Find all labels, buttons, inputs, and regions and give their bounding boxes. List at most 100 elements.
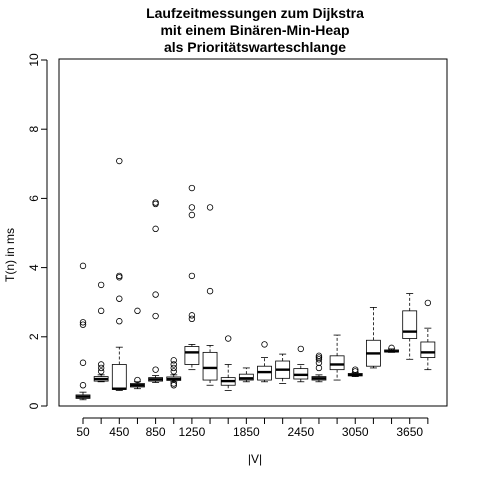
box-iqr (420, 341, 436, 358)
outlier-point (170, 382, 177, 389)
outlier-point (206, 287, 214, 295)
box-10 (257, 341, 272, 383)
outlier-point (152, 200, 159, 208)
box-iqr (402, 310, 418, 339)
outlier-point (315, 352, 323, 360)
x-tick-label: 450 (109, 425, 129, 439)
outlier-point (170, 361, 177, 368)
x-tick-label: 1850 (233, 425, 260, 439)
box-9 (238, 367, 254, 383)
outlier-point (116, 272, 123, 280)
outlier-point (152, 199, 159, 206)
box-18 (402, 293, 418, 360)
outlier-point (315, 364, 323, 372)
box-6 (184, 184, 200, 371)
y-tick-label: 10 (27, 53, 41, 67)
box-16 (365, 306, 381, 369)
y-tick-label: 6 (27, 195, 41, 202)
outlier-point (152, 366, 159, 373)
outlier-point (79, 321, 87, 328)
outlier-point (352, 368, 359, 375)
outlier-point (224, 335, 232, 342)
outlier-point (152, 312, 159, 320)
outlier-point (170, 368, 177, 375)
outlier-point (188, 211, 196, 219)
box-0 (75, 262, 91, 401)
x-tick-label: 1250 (179, 425, 206, 439)
box-15 (347, 366, 363, 377)
x-tick-label: 3050 (342, 425, 369, 439)
outlier-point (116, 274, 123, 281)
y-tick-label: 4 (27, 264, 41, 271)
y-tick-label: 8 (27, 126, 41, 133)
y-axis: 0 2 4 6 8 10 (27, 53, 48, 409)
chart-title-line-2: mit einem Binären-Min-Heap (160, 22, 349, 38)
x-axis: 50 450 850 1250 1850 2450 3050 3650 (76, 417, 429, 439)
box-19 (420, 299, 436, 371)
box-iqr (111, 364, 127, 390)
outlier-point (97, 361, 105, 368)
box-iqr (238, 373, 254, 381)
x-tick-label: 3650 (396, 425, 423, 439)
plot-frame (58, 58, 448, 407)
outlier-point (188, 312, 196, 319)
box-iqr (329, 355, 345, 371)
outlier-point (188, 272, 196, 280)
x-tick-label: 50 (76, 425, 90, 439)
outlier-point (188, 184, 196, 192)
outlier-point (79, 262, 87, 270)
box-3 (130, 307, 145, 390)
boxes (75, 157, 436, 401)
outlier-point (424, 299, 432, 307)
box-8 (220, 335, 236, 391)
box-1 (93, 281, 109, 383)
outlier-point (297, 345, 304, 353)
box-12 (293, 345, 309, 383)
outlier-point (97, 281, 105, 289)
outlier-point (97, 307, 105, 315)
box-iqr (202, 351, 218, 381)
outlier-point (170, 364, 177, 372)
outlier-point (170, 357, 177, 364)
x-tick-label: 850 (146, 425, 166, 439)
outlier-point (134, 376, 141, 384)
chart-title-line-1: Laufzeitmessungen zum Dijkstra (146, 5, 364, 21)
chart-title-line-3: als Prioritätswarteschlange (164, 39, 346, 55)
outlier-point (315, 359, 323, 366)
y-tick-label: 0 (27, 402, 41, 409)
outlier-point (188, 204, 196, 211)
y-tick-label: 2 (27, 333, 41, 340)
outlier-point (134, 307, 141, 315)
outlier-point (352, 366, 359, 373)
outlier-point (152, 225, 159, 233)
outlier-point (170, 380, 177, 387)
box-17 (384, 344, 399, 353)
outlier-point (188, 315, 196, 323)
outlier-point (79, 319, 87, 326)
box-14 (329, 334, 345, 381)
box-7 (202, 204, 218, 386)
outlier-point (116, 157, 123, 165)
box-iqr (184, 346, 200, 365)
outlier-point (261, 341, 268, 348)
outlier-point (97, 364, 105, 372)
box-5 (166, 357, 182, 389)
box-4 (148, 199, 164, 383)
box-13 (311, 352, 327, 383)
outlier-point (116, 295, 123, 302)
outlier-point (79, 359, 87, 366)
outlier-point (388, 344, 395, 352)
outlier-point (97, 368, 105, 375)
outlier-point (315, 356, 323, 363)
outlier-point (315, 354, 323, 361)
x-tick-label: 2450 (287, 425, 314, 439)
x-axis-label: |V| (248, 452, 262, 466)
outlier-point (206, 204, 214, 211)
outlier-point (116, 318, 123, 325)
box-11 (275, 353, 291, 384)
y-axis-label: T(n) in ms (3, 228, 17, 282)
outlier-point (79, 382, 87, 389)
box-2 (111, 157, 127, 391)
outlier-point (152, 291, 159, 298)
